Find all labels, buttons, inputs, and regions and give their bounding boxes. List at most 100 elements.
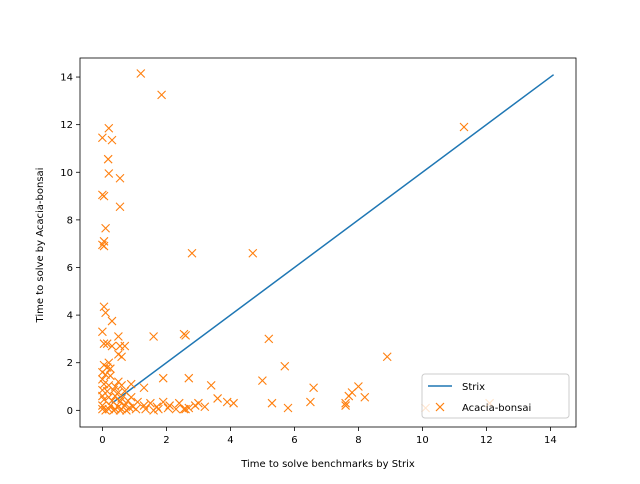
acacia-bonsai-point [136,69,146,78]
acacia-bonsai-point [141,404,150,414]
acacia-bonsai-point [98,327,107,337]
acacia-bonsai-point [98,404,107,414]
acacia-bonsai-point [163,403,173,413]
y-tick-label: 10 [60,168,73,179]
acacia-bonsai-point [99,339,109,349]
acacia-bonsai-point [99,241,109,251]
acacia-bonsai-point [187,248,197,258]
acacia-bonsai-point [114,332,123,341]
acacia-bonsai-point [115,341,125,351]
acacia-bonsai-point [131,404,141,414]
y-axis-label: Time to solve by Acacia-bonsai [35,168,46,324]
acacia-bonsai-point [107,135,117,145]
acacia-bonsai-point [117,380,126,390]
y-tick-label: 12 [60,120,73,131]
acacia-bonsai-point [101,308,110,318]
acacia-bonsai-point [115,202,125,212]
acacia-bonsai-point [98,133,107,143]
acacia-bonsai-point [229,398,238,408]
y-tick-label: 6 [67,263,73,274]
acacia-bonsai-point [190,401,200,410]
acacia-bonsai-point [157,90,166,100]
acacia-bonsai-point [341,398,350,408]
acacia-bonsai-point [267,398,277,408]
axes-spines [79,57,577,428]
acacia-bonsai-point [106,364,115,374]
acacia-bonsai-point [149,405,158,415]
acacia-bonsai-point [258,376,267,385]
x-tick-label: 12 [480,435,493,446]
legend: Strix Acacia-bonsai [421,373,570,419]
acacia-bonsai-point [126,379,136,389]
x-tick-label: 14 [544,435,557,446]
acacia-bonsai-point [107,316,117,326]
legend-box [421,373,570,419]
y-tick-label: 0 [67,406,73,417]
x-tick-label: 8 [355,435,361,446]
acacia-bonsai-point [181,404,190,414]
acacia-bonsai-point [341,401,350,410]
x-axis-ticks: 0 2 4 6 8 10 12 14 [99,427,557,446]
acacia-bonsai-point [102,339,112,349]
x-axis-label: Time to solve benchmarks by Strix [240,459,415,470]
acacia-bonsai-point [283,403,293,413]
acacia-bonsai-point [115,173,125,183]
x-tick-label: 10 [416,435,429,446]
acacia-bonsai-point [382,352,392,362]
x-tick-label: 4 [227,435,233,446]
acacia-bonsai-point [206,380,216,390]
legend-acacia-marker-icon [435,402,445,412]
acacia-bonsai-point [123,396,133,406]
plot-area [98,69,555,415]
acacia-bonsai-point [104,358,114,368]
acacia-bonsai-point [115,397,125,407]
y-tick-label: 8 [67,215,73,226]
acacia-bonsai-point [213,394,222,403]
strix-series-line [111,74,555,404]
acacia-bonsai-point [120,341,130,351]
acacia-bonsai-point [117,352,126,362]
acacia-bonsai-point [115,405,125,415]
acacia-bonsai-point [99,302,109,312]
acacia-bonsai-point [149,332,158,341]
acacia-bonsai-point [104,123,114,133]
axes-frame [79,57,577,428]
acacia-bonsai-point [184,403,194,413]
y-tick-label: 14 [60,73,73,84]
acacia-bonsai-point [360,392,370,402]
acacia-bonsai-point [101,405,110,415]
acacia-bonsai-point [264,334,274,344]
acacia-bonsai-point [171,404,181,414]
acacia-bonsai-point [107,341,117,351]
acacia-bonsai-point [158,397,168,407]
acacia-bonsai-point [101,223,110,233]
acacia-bonsai-point [459,122,469,132]
acacia-bonsai-point [165,401,174,410]
legend-strix-label: Strix [462,382,485,393]
x-tick-label: 2 [163,435,169,446]
acacia-bonsai-point [139,383,149,393]
y-tick-label: 2 [67,358,73,369]
acacia-bonsai-point [109,385,118,395]
acacia-bonsai-point [248,248,258,258]
acacia-bonsai-point [146,398,155,408]
acacia-bonsai-point [99,191,109,201]
acacia-bonsai-point [158,373,168,383]
acacia-bonsai-point [280,361,290,371]
acacia-bonsai-point [306,397,315,407]
legend-acacia-bonsai-label: Acacia-bonsai [462,403,531,414]
acacia-bonsai-point [103,154,113,164]
acacia-bonsai-point [344,391,354,401]
y-axis-ticks: 0 2 4 6 8 10 12 14 [60,73,80,417]
acacia-bonsai-point [106,371,115,381]
acacia-bonsai-point [98,401,107,410]
acacia-bonsai-point [181,330,190,340]
acacia-bonsai-point [309,383,318,393]
acacia-bonsai-point [104,169,114,178]
x-tick-label: 6 [291,435,297,446]
acacia-bonsai-point [122,405,131,415]
acacia-bonsai-point [109,405,118,415]
acacia-bonsai-point [200,402,210,412]
